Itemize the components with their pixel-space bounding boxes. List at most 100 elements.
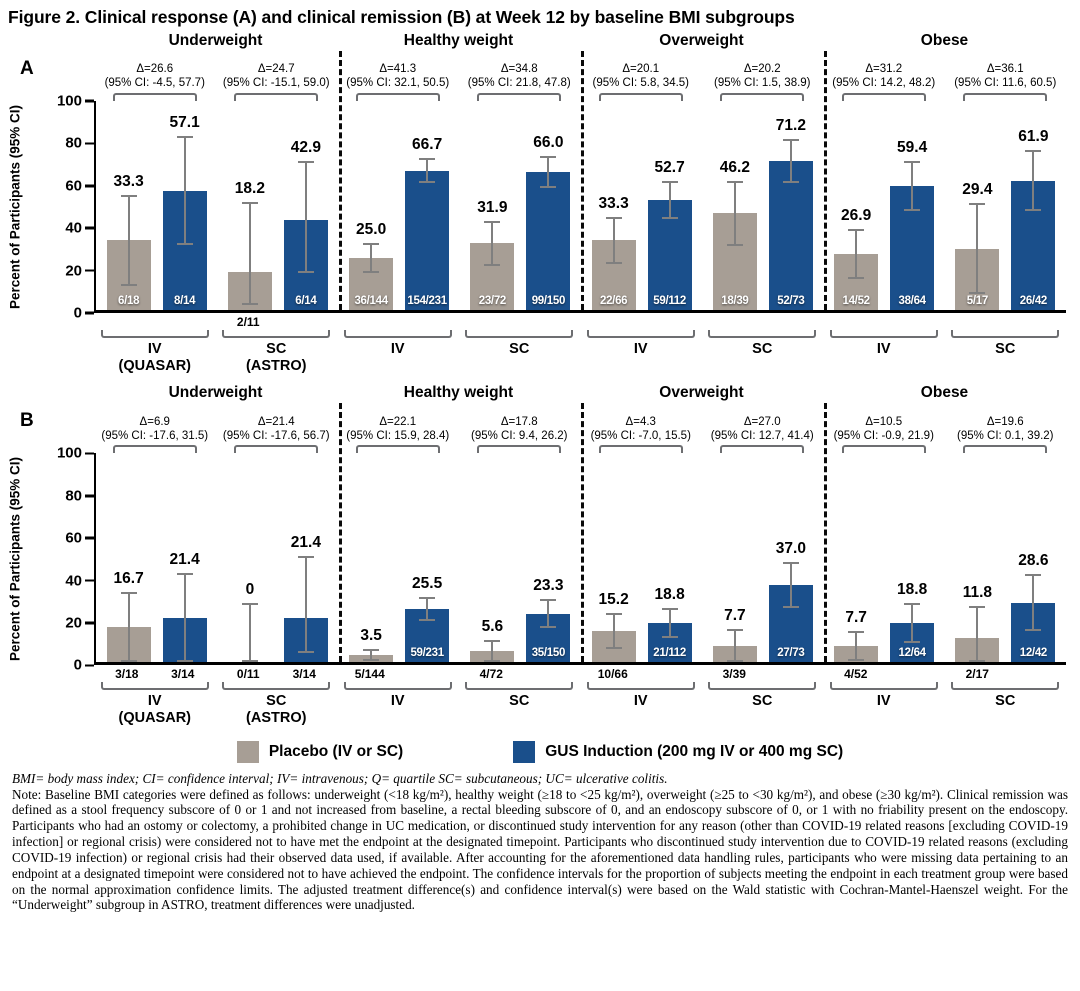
delta-label: Δ=26.6 [136, 63, 174, 76]
n-label: 2/17 [965, 667, 989, 682]
comparison-footer: IV [823, 315, 945, 374]
below-axis-fractions [469, 315, 569, 330]
n-label: 5/17 [966, 295, 988, 307]
error-bar [176, 136, 193, 245]
group-label-line: SC [752, 341, 773, 357]
group-label: SC [509, 693, 529, 710]
annotation-bracket [477, 93, 562, 101]
value-label: 18.2 [234, 179, 265, 197]
group-bracket [951, 682, 1060, 691]
error-bar [904, 160, 921, 212]
y-tick-label: 60 [65, 177, 82, 195]
n-label: 59/112 [653, 295, 686, 307]
delta-label: Δ=17.8 [500, 415, 538, 428]
comparison-annotation: Δ=36.1 (95% CI: 11.6, 60.5) [945, 53, 1067, 101]
group-label-line: IV [633, 341, 648, 357]
below-axis-fractions: 2/17 [955, 667, 1055, 682]
n-label: 14/52 [842, 295, 870, 307]
group-bracket [100, 682, 209, 691]
below-axis-fractions: 3/18 3/14 [105, 667, 205, 682]
error-bar [969, 203, 986, 294]
panel-a-clinical-response: A Underweight Healthy weight Overweight Obe… [0, 32, 1080, 374]
y-tick: 80 [65, 135, 94, 152]
n-label [768, 315, 812, 330]
error-bar [363, 242, 380, 273]
group-label: IV [634, 693, 648, 710]
comparison-annotation: Δ=26.6 (95% CI: -4.5, 57.7) [94, 53, 216, 101]
value-label: 0 [245, 580, 255, 598]
y-tick-label: 0 [73, 304, 82, 322]
n-label: 3/18 [115, 667, 139, 682]
comparison-annotation: Δ=19.6 (95% CI: 0.1, 39.2) [945, 405, 1067, 454]
n-label [890, 667, 934, 682]
subgroup-header: Overweight [659, 384, 744, 402]
group-label-line: IV [390, 693, 405, 710]
figure-title: Figure 2. Clinical response (A) and clin… [8, 7, 795, 27]
group-bracket [222, 330, 331, 338]
value-label: 52.7 [654, 158, 685, 176]
comparison-footer: 2/17 SC [945, 667, 1067, 726]
y-tick: 40 [65, 572, 94, 589]
y-tick-label: 20 [65, 614, 82, 632]
group-label-line: IV [633, 693, 648, 710]
y-tick-label: 20 [65, 262, 82, 280]
annotation-bracket [234, 445, 319, 454]
group-label-line: SC [266, 693, 287, 710]
value-label: 59.4 [897, 138, 928, 156]
ci-label: (95% CI: 1.5, 38.9) [713, 77, 811, 90]
below-axis-fractions: 2/11 [226, 315, 326, 330]
gus-bar: 99/150 [526, 172, 571, 310]
y-tick-label: 40 [65, 572, 82, 590]
annotation-bracket [598, 93, 683, 101]
n-label [282, 315, 326, 330]
below-axis-fractions: 3/39 [712, 667, 812, 682]
group-label: IV [634, 341, 648, 358]
value-label: 66.0 [533, 134, 564, 152]
group-label: SC (ASTRO) [246, 693, 306, 726]
annotation-bracket [112, 445, 197, 454]
n-label: 0/11 [236, 667, 260, 682]
comparison-annotation: Δ=20.2 (95% CI: 1.5, 38.9) [702, 53, 824, 101]
n-label: 12/64 [898, 647, 926, 660]
subgroup-separator [581, 403, 584, 663]
group-bracket [465, 330, 574, 338]
group-bracket [343, 682, 452, 691]
n-label [469, 315, 513, 330]
n-label [712, 315, 756, 330]
below-axis-fractions [712, 315, 812, 330]
y-axis-title: Percent of Participants (95% CI) [7, 104, 23, 310]
value-label: 23.3 [533, 577, 564, 595]
delta-label: Δ=4.3 [625, 415, 656, 428]
delta-label: Δ=20.2 [743, 63, 781, 76]
n-label: 52/73 [777, 295, 805, 307]
value-label: 33.3 [113, 172, 144, 190]
ci-label: (95% CI: 9.4, 26.2) [470, 429, 568, 442]
error-bar [419, 157, 436, 184]
error-bar [297, 161, 314, 274]
group-bracket [708, 682, 817, 691]
error-bar [1025, 574, 1042, 632]
subgroup-separator [823, 403, 827, 663]
n-label [768, 667, 812, 682]
y-tick-mark [85, 269, 94, 272]
error-bar [661, 608, 678, 639]
below-axis-fractions [955, 315, 1055, 330]
annotation-bracket [477, 445, 562, 454]
n-label: 99/150 [531, 295, 566, 307]
value-label: 29.4 [962, 181, 993, 199]
n-label: 22/66 [599, 295, 628, 307]
value-label: 33.3 [598, 194, 629, 212]
below-axis-fractions [591, 315, 691, 330]
y-tick: 100 [57, 445, 94, 462]
legend: Placebo (IV or SC) GUS Induction (200 mg… [0, 740, 1080, 763]
group-label: IV (QUASAR) [119, 341, 192, 374]
error-bar [782, 561, 799, 609]
footnotes: BMI= body mass index; CI= confidence int… [12, 771, 1068, 914]
n-label [834, 315, 878, 330]
y-tick-mark [85, 142, 94, 145]
subgroup-separator [338, 51, 342, 310]
ci-label: (95% CI: 11.6, 60.5) [954, 77, 1057, 90]
abbreviations-line: BMI= body mass index; CI= confidence int… [12, 770, 668, 786]
plot-area: 6/18 33.3 8/14 57.1 18.2 6/14 42.9 36/144 25.0 15… [94, 51, 1066, 313]
comparison-annotation: Δ=10.5 (95% CI: -0.9, 21.9) [823, 405, 945, 454]
